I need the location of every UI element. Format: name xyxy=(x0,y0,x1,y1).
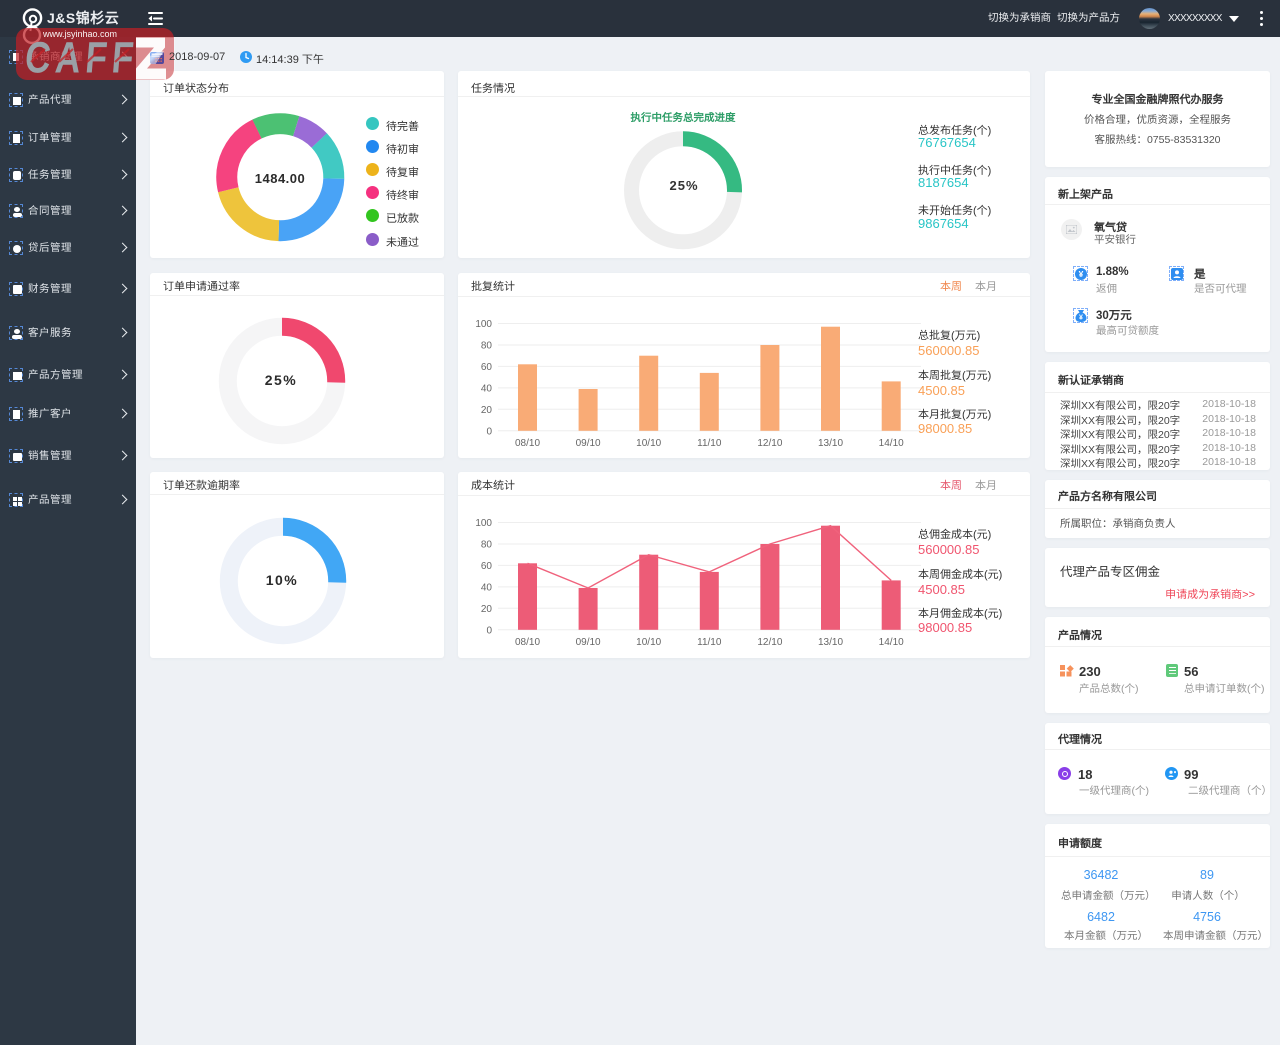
svg-text:10/10: 10/10 xyxy=(636,637,661,648)
svg-text:09/10: 09/10 xyxy=(576,637,601,648)
svg-text:60: 60 xyxy=(481,561,493,572)
svg-text:11/10: 11/10 xyxy=(697,438,722,449)
svg-text:100: 100 xyxy=(475,319,492,330)
svg-text:0: 0 xyxy=(486,625,492,636)
svg-text:¥: ¥ xyxy=(1079,314,1083,321)
svg-text:40: 40 xyxy=(481,582,493,593)
svg-text:60: 60 xyxy=(481,362,493,373)
svg-text:11/10: 11/10 xyxy=(697,637,722,648)
svg-text:08/10: 08/10 xyxy=(515,637,540,648)
svg-text:100: 100 xyxy=(475,518,492,529)
svg-text:20: 20 xyxy=(481,604,493,615)
svg-text:20: 20 xyxy=(481,405,493,416)
svg-text:CAFF: CAFF xyxy=(23,33,140,81)
svg-text:14/10: 14/10 xyxy=(879,438,904,449)
svg-text:08/10: 08/10 xyxy=(515,438,540,449)
svg-text:13/10: 13/10 xyxy=(818,438,843,449)
svg-text:0: 0 xyxy=(486,426,492,437)
svg-text:13/10: 13/10 xyxy=(818,637,843,648)
svg-text:80: 80 xyxy=(481,341,493,352)
svg-text:10/10: 10/10 xyxy=(636,438,661,449)
svg-text:12/10: 12/10 xyxy=(757,438,782,449)
svg-text:09/10: 09/10 xyxy=(576,438,601,449)
svg-text:¥: ¥ xyxy=(1078,269,1083,279)
svg-text:12/10: 12/10 xyxy=(757,637,782,648)
svg-text:80: 80 xyxy=(481,540,493,551)
svg-text:40: 40 xyxy=(481,383,493,394)
svg-text:14/10: 14/10 xyxy=(879,637,904,648)
